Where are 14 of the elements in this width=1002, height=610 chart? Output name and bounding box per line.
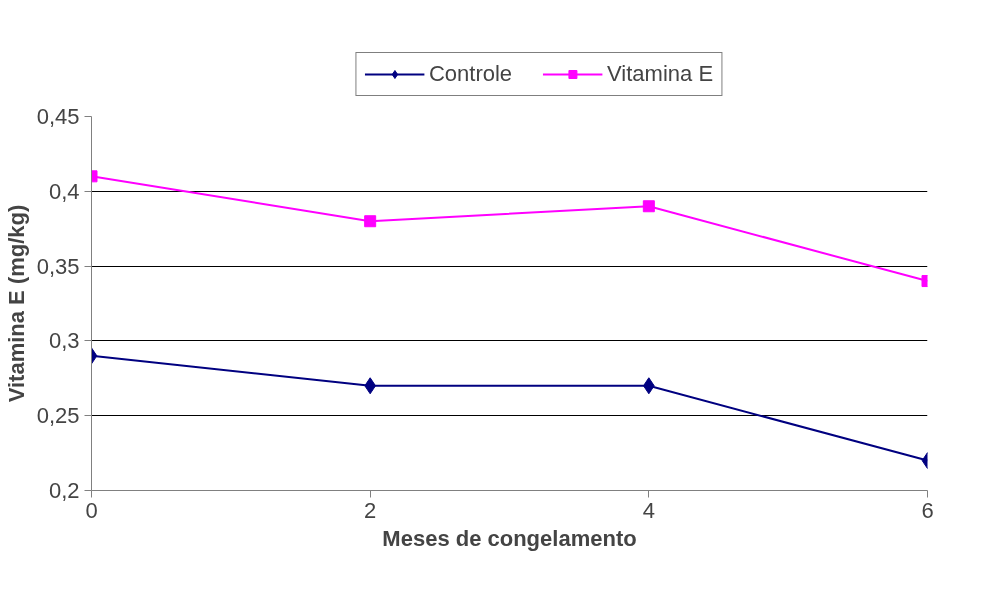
x-tick-label: 6: [921, 497, 934, 523]
x-tick-label: 4: [642, 497, 655, 523]
x-tick-label: 0: [85, 497, 98, 523]
y-tick-label: 0,3: [48, 328, 80, 354]
x-axis-title: Meses de congelamento: [382, 525, 637, 551]
x-tick-label: 2: [364, 497, 377, 523]
y-tick-label: 0,45: [36, 104, 80, 129]
y-axis-title: Vitamina E (mg/kg): [3, 204, 29, 403]
legend-label: Vitamina E: [607, 61, 714, 87]
y-tick-label: 0,25: [36, 403, 80, 429]
legend-label: Controle: [428, 61, 513, 87]
y-tick-label: 0,35: [36, 253, 80, 279]
y-tick-label: 0,4: [48, 178, 80, 204]
y-tick-label: 0,2: [48, 478, 80, 503]
